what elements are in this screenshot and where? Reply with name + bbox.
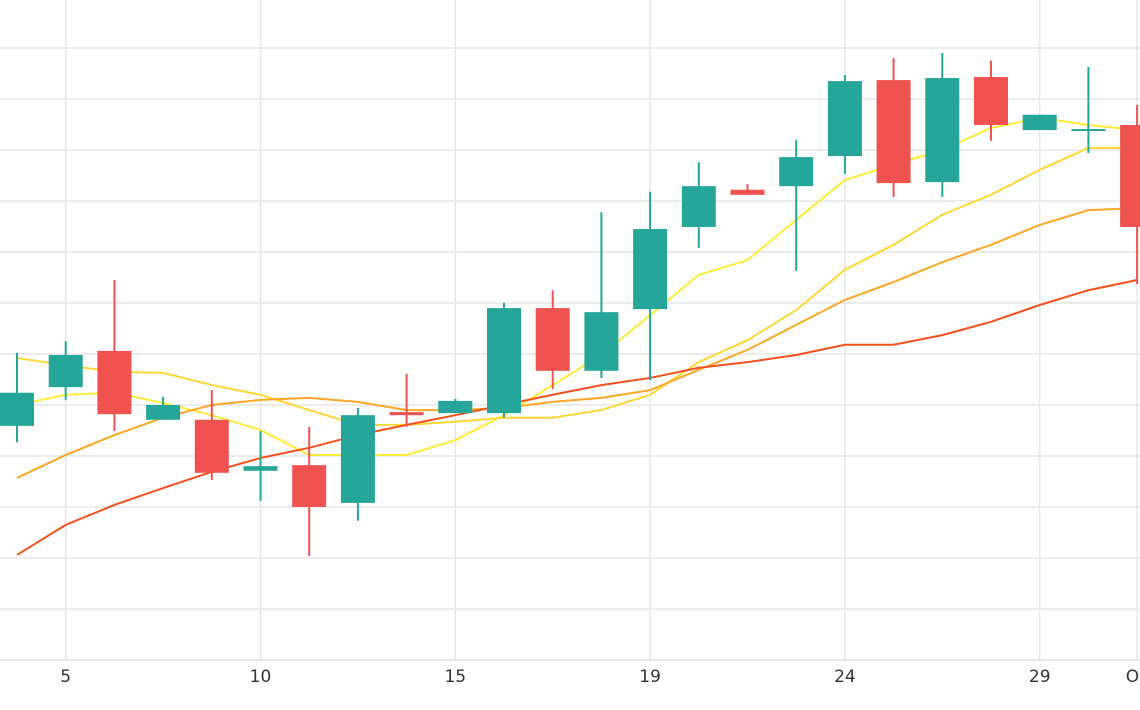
x-tick-label: 24: [834, 667, 856, 687]
ma-line: [16, 146, 1138, 426]
candle-body: [438, 400, 473, 414]
ma-line: [16, 279, 1138, 556]
candle-body: [633, 229, 668, 310]
candle-body: [681, 186, 716, 227]
candle-body: [146, 404, 181, 420]
x-tick-label: 29: [1029, 667, 1051, 687]
candle-body: [730, 189, 765, 195]
candle-body: [97, 350, 132, 415]
candle-body: [487, 308, 521, 414]
candle-body: [48, 354, 83, 388]
candle-body: [340, 415, 375, 503]
candle-body: [1120, 124, 1140, 227]
grid: [0, 0, 1140, 661]
ma-line: [16, 207, 1138, 479]
candle-body: [779, 157, 814, 187]
candle-body: [925, 78, 960, 183]
candle-body: [876, 80, 911, 184]
candle-body: [1071, 129, 1106, 132]
candle-body: [974, 77, 1008, 125]
candle-body: [1022, 114, 1057, 131]
candle-body: [292, 465, 327, 507]
x-axis: 5 10 15 19 24 29 Oc: [60, 667, 1140, 687]
candle-body: [584, 312, 619, 371]
candle-body: [243, 466, 278, 471]
candle-body: [0, 392, 34, 426]
candle-body: [389, 412, 424, 416]
x-tick-label: Oc: [1126, 667, 1140, 687]
moving-averages: [16, 116, 1138, 556]
candle-body: [535, 308, 570, 371]
candle-body: [194, 419, 229, 473]
x-tick-label: 15: [444, 667, 466, 687]
x-tick-label: 5: [60, 667, 71, 687]
x-tick-label: 10: [250, 667, 272, 687]
candles: [0, 53, 1140, 556]
candle-body: [827, 81, 862, 157]
x-tick-label: 19: [639, 667, 661, 687]
